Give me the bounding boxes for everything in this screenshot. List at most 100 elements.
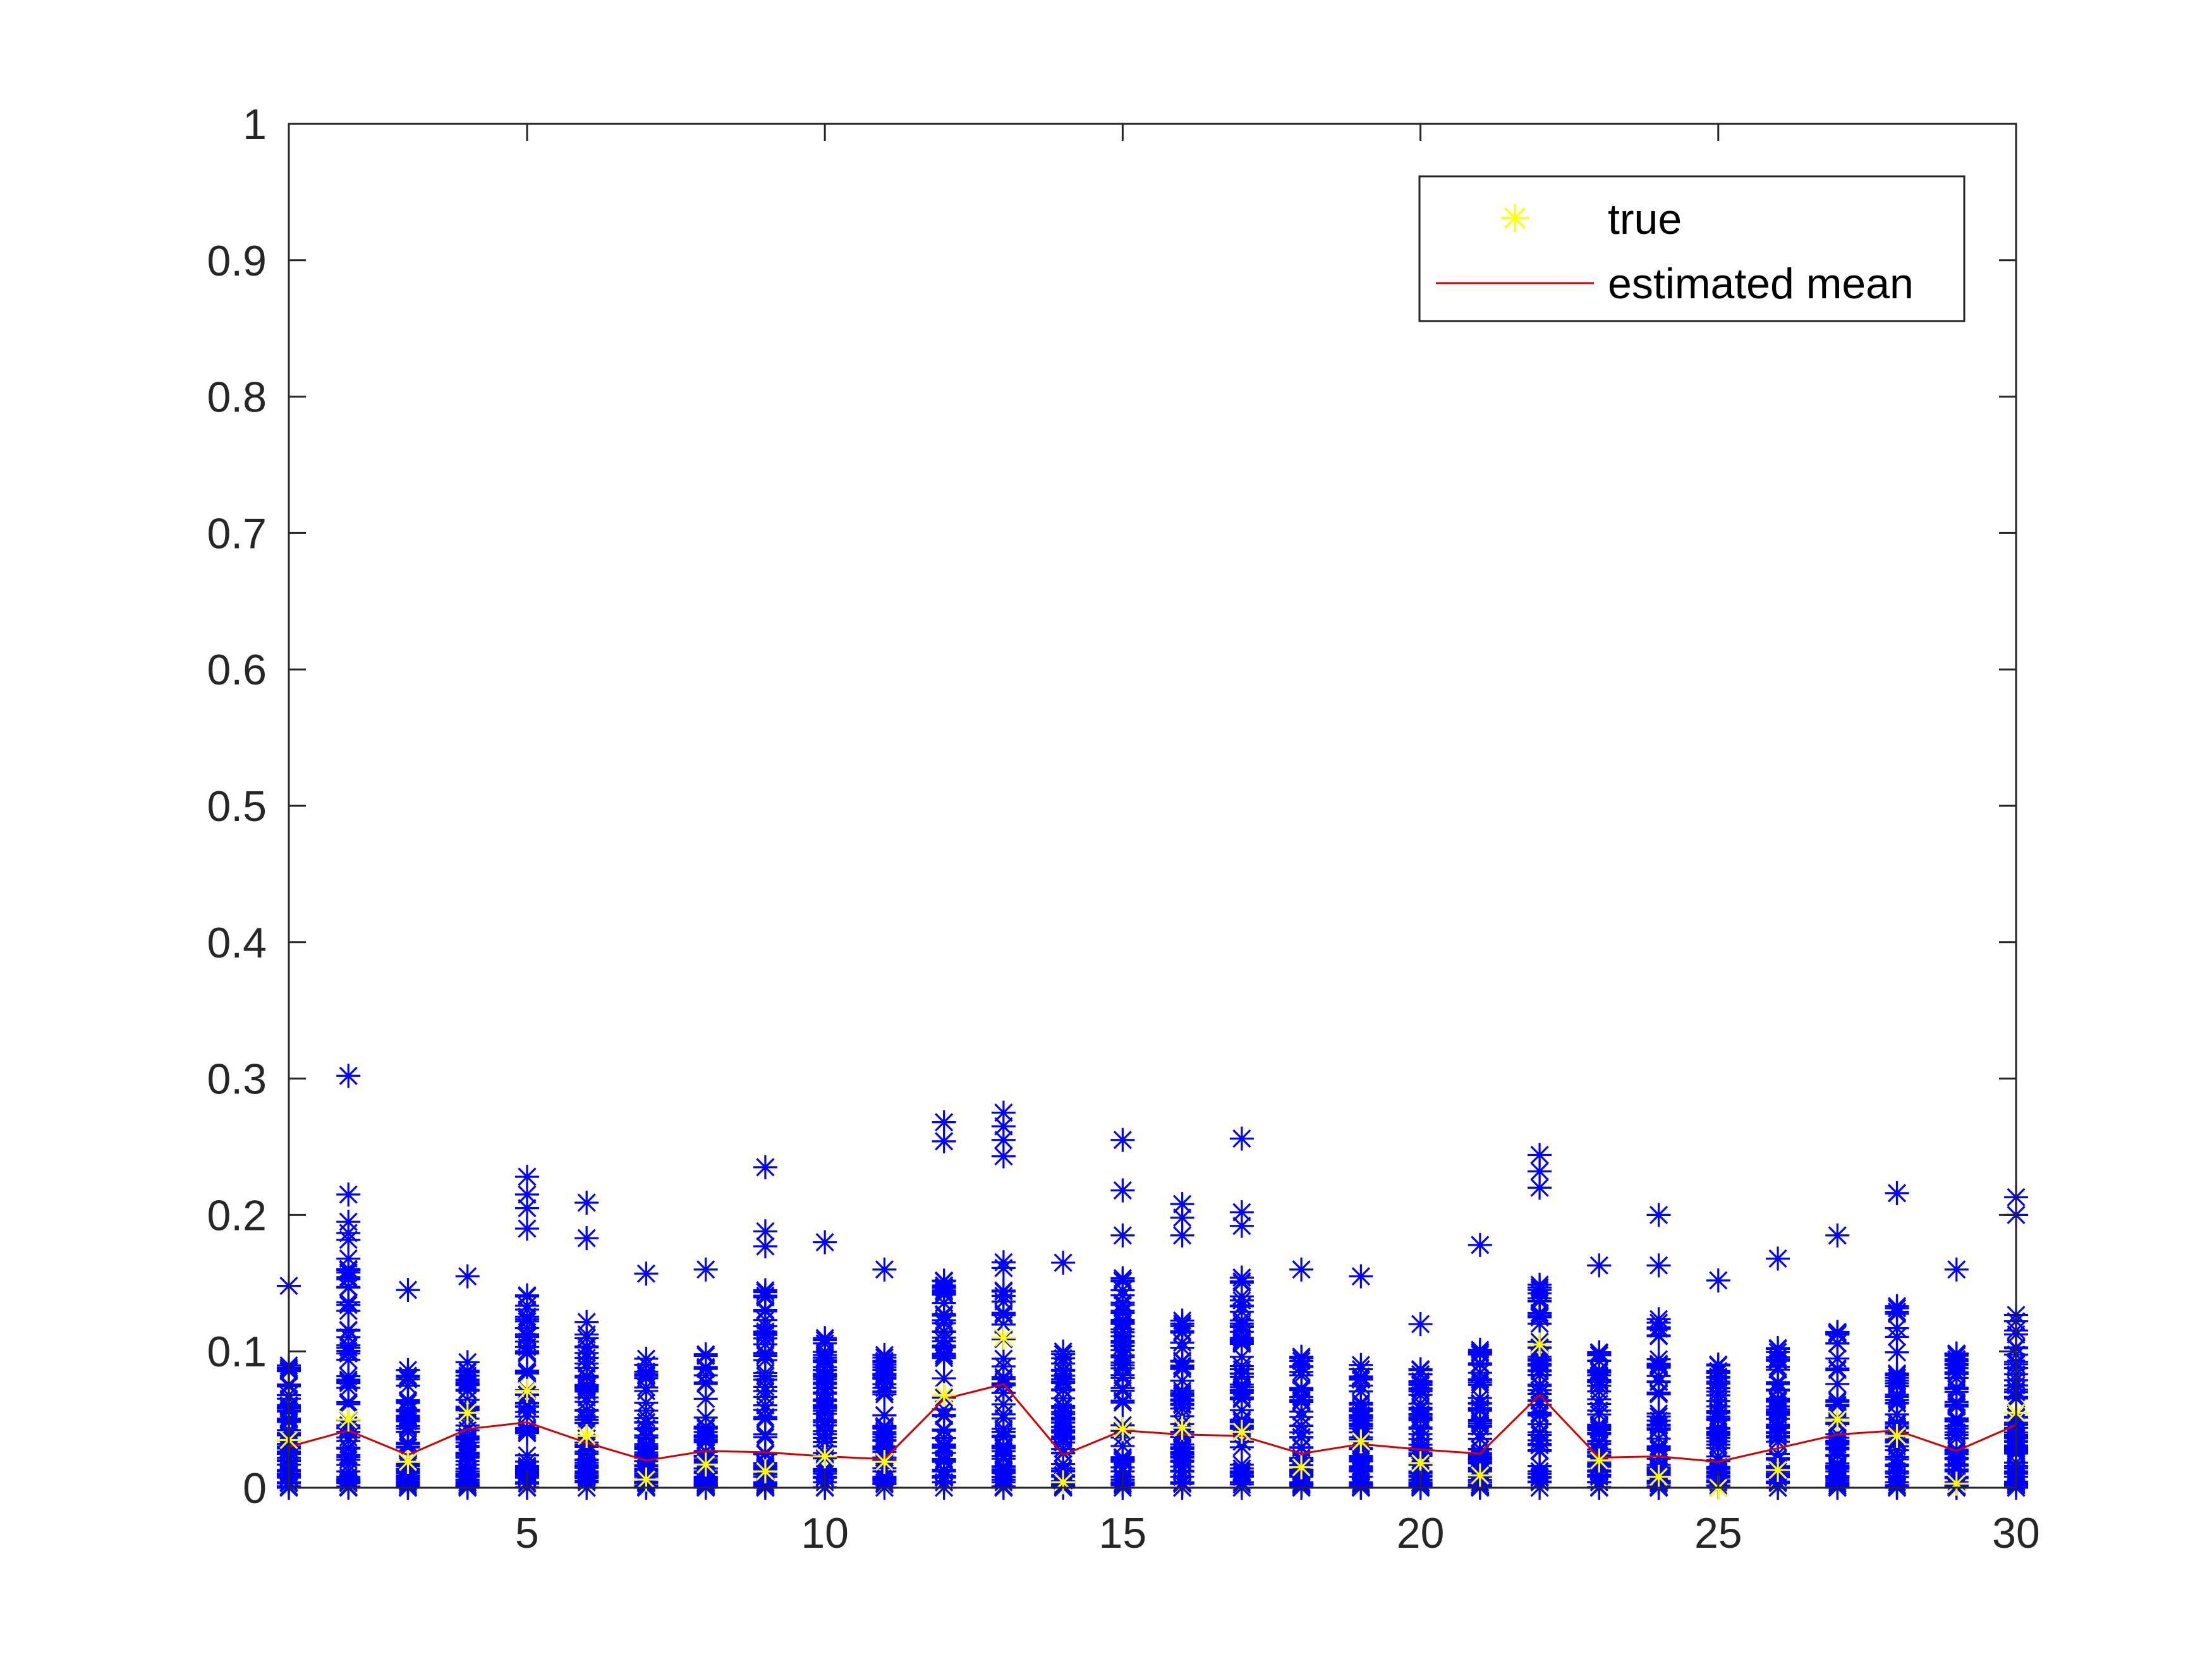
sample-point [1766, 1349, 1790, 1373]
sample-point [693, 1414, 718, 1439]
sample-point [932, 1329, 956, 1354]
sample-point [991, 1127, 1016, 1152]
sample-point [1885, 1299, 1909, 1324]
sample-point [1349, 1367, 1373, 1392]
sample-point [991, 1301, 1016, 1325]
sample-point [1528, 1303, 1552, 1327]
legend-true-asterisk-icon [1501, 204, 1529, 232]
legend-true-marker [1501, 204, 1529, 232]
y-tick-label: 0.3 [207, 1055, 267, 1103]
sample-point [1110, 1266, 1135, 1291]
sample-point [1170, 1459, 1194, 1484]
sample-point [813, 1361, 837, 1386]
true-point [1825, 1407, 1850, 1432]
true-point [1051, 1470, 1076, 1495]
sample-point [693, 1357, 718, 1382]
sample-point [1110, 1223, 1135, 1248]
sample-point [1706, 1268, 1730, 1292]
sample-point [753, 1332, 777, 1357]
sample-point [1587, 1360, 1612, 1385]
sample-point [1646, 1253, 1671, 1278]
sample-point [634, 1261, 659, 1286]
true-point [991, 1325, 1016, 1350]
true-point [1646, 1464, 1671, 1489]
sample-point [1229, 1294, 1254, 1318]
sample-point [514, 1196, 539, 1220]
sample-point [455, 1350, 480, 1375]
sample-point [574, 1459, 599, 1484]
sample-point [1289, 1257, 1314, 1282]
sample-point [1587, 1413, 1612, 1437]
sample-point [1528, 1143, 1552, 1167]
sample-point [1885, 1459, 1909, 1484]
sample-point [1229, 1269, 1254, 1294]
sample-point [336, 1182, 361, 1207]
sample-point [991, 1346, 1016, 1371]
sample-point [1646, 1354, 1671, 1378]
sample-point [574, 1356, 599, 1380]
x-tick-label: 30 [1992, 1509, 2040, 1557]
true-point [455, 1401, 480, 1425]
sample-point [1825, 1459, 1850, 1484]
true-point [1349, 1429, 1373, 1454]
y-tick-label: 0.8 [207, 374, 267, 422]
sample-point [753, 1234, 777, 1259]
sample-point [991, 1279, 1016, 1304]
sample-point [1468, 1426, 1492, 1451]
sample-point [574, 1326, 599, 1351]
sample-point [336, 1392, 361, 1416]
true-point [932, 1383, 956, 1407]
sample-point [1051, 1363, 1076, 1388]
true-point [396, 1449, 420, 1474]
sample-point [1528, 1459, 1552, 1484]
sample-point [753, 1405, 777, 1430]
sample-point [1110, 1178, 1135, 1203]
true-point [1289, 1455, 1314, 1480]
sample-point [872, 1358, 897, 1382]
sample-point [753, 1422, 777, 1447]
sample-point [1289, 1425, 1314, 1450]
y-tick-label: 0.9 [207, 237, 267, 285]
sample-point [932, 1459, 956, 1484]
sample-point [753, 1155, 777, 1179]
sample-point [753, 1278, 777, 1303]
sample-point [1408, 1312, 1433, 1337]
sample-point [753, 1375, 777, 1399]
sample-point [396, 1363, 420, 1388]
sample-point [1170, 1223, 1194, 1248]
sample-point [1349, 1264, 1373, 1289]
sample-point [1587, 1340, 1612, 1365]
sample-point [1706, 1426, 1730, 1450]
y-tick-label: 0.1 [207, 1328, 267, 1376]
sample-point [1646, 1426, 1671, 1451]
true-point [872, 1449, 897, 1474]
sample-point [1170, 1389, 1194, 1413]
sample-point [1885, 1181, 1909, 1205]
sample-point [514, 1216, 539, 1241]
sample-point [1646, 1203, 1671, 1227]
y-tick-label: 0.7 [207, 509, 267, 557]
sample-point [396, 1397, 420, 1422]
true-point [574, 1423, 599, 1448]
sample-point [634, 1352, 659, 1377]
axes-background [289, 124, 2016, 1488]
sample-point [336, 1064, 361, 1088]
sample-point [574, 1399, 599, 1423]
x-tick-label: 15 [1099, 1509, 1147, 1557]
y-tick-label: 1 [243, 100, 267, 149]
legend: true estimated mean [1418, 175, 1966, 322]
sample-point [574, 1226, 599, 1251]
true-point [514, 1378, 539, 1403]
sample-point [1706, 1407, 1730, 1432]
sample-point [1170, 1320, 1194, 1345]
sample-point [574, 1376, 599, 1401]
sample-point [813, 1422, 837, 1447]
sample-point [1825, 1322, 1850, 1346]
sample-point [1051, 1418, 1076, 1443]
true-point [1170, 1416, 1194, 1440]
sample-point [932, 1129, 956, 1153]
y-tick-label: 0.5 [207, 782, 267, 830]
sample-point [1229, 1126, 1254, 1151]
sample-point [514, 1322, 539, 1347]
